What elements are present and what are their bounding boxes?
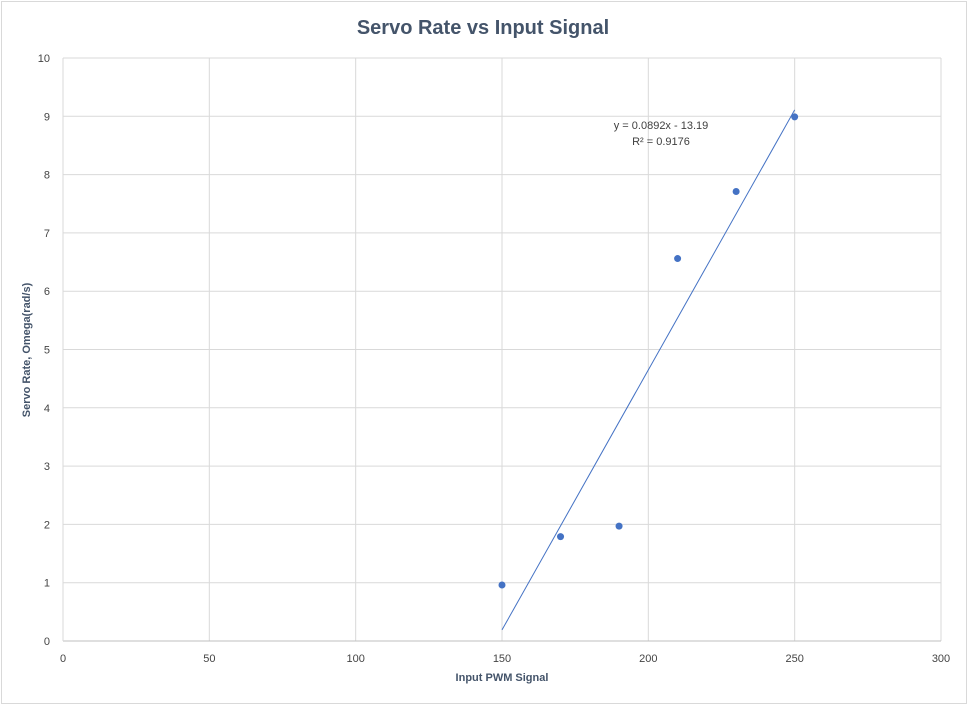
data-point — [791, 113, 799, 121]
y-tick-label: 6 — [44, 286, 50, 298]
data-point — [557, 533, 565, 541]
data-point — [732, 188, 740, 196]
axes — [62, 58, 941, 642]
y-tick-label: 8 — [44, 170, 50, 182]
y-tick-label: 7 — [44, 228, 50, 240]
y-tick-label: 10 — [38, 53, 50, 65]
x-tick-label: 200 — [639, 653, 657, 665]
chart-title: Servo Rate vs Input Signal — [357, 17, 609, 39]
y-tick-label: 3 — [44, 461, 50, 473]
y-tick-label: 1 — [44, 578, 50, 590]
y-tick-label: 4 — [44, 403, 50, 415]
x-axis-title: Input PWM Signal — [456, 672, 549, 684]
x-tick-label: 250 — [785, 653, 803, 665]
data-points — [498, 113, 799, 589]
y-tick-label: 2 — [44, 519, 50, 531]
data-point — [498, 581, 506, 589]
trendline-r-squared: R² = 0.9176 — [632, 136, 690, 148]
y-axis-title: Servo Rate, Omega(rad/s) — [21, 282, 33, 417]
x-tick-label: 300 — [932, 653, 950, 665]
tick-labels: 0 50 100 150 200 250 300 0 1 2 3 4 5 6 7 8 9 10 — [38, 53, 950, 665]
x-tick-label: 50 — [203, 653, 215, 665]
gridlines — [63, 57, 942, 641]
trendline-equation: y = 0.0892x - 13.19 — [614, 120, 708, 132]
trendline — [501, 109, 796, 631]
trendline-group — [501, 109, 796, 631]
x-tick-label: 0 — [60, 653, 66, 665]
x-tick-label: 150 — [493, 653, 511, 665]
data-point — [674, 255, 682, 263]
x-tick-label: 100 — [346, 653, 364, 665]
y-tick-label: 0 — [44, 636, 50, 648]
y-tick-label: 5 — [44, 345, 50, 357]
y-tick-label: 9 — [44, 111, 50, 123]
data-point — [615, 522, 623, 530]
